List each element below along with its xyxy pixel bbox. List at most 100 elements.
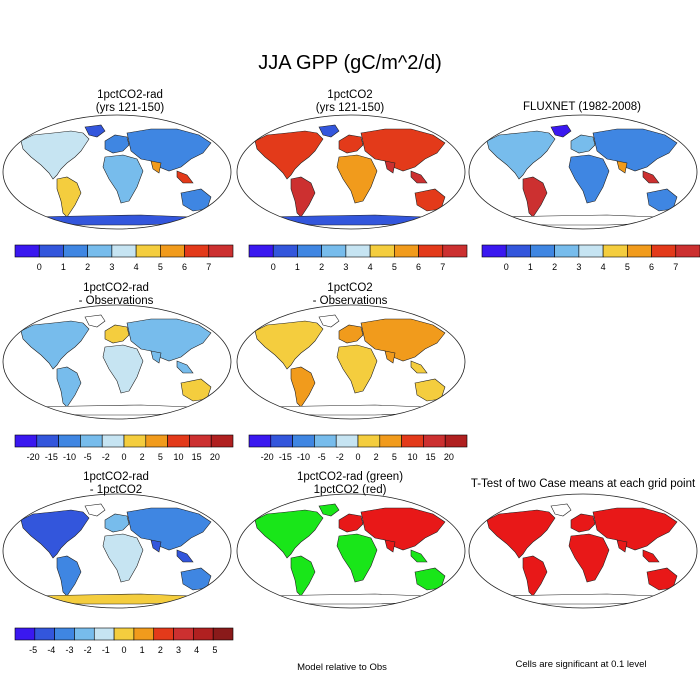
colorbar-tick-label: 0 [37,262,42,272]
colorbar-tick-label: -15 [45,452,58,462]
continent-asia [592,128,678,172]
map-panel-1 [2,114,232,230]
colorbar-tick-label: -5 [318,452,326,462]
colorbar-box [153,627,174,641]
colorbar-box [292,434,315,448]
continent-greenland [318,503,340,517]
panel-4-title-line2: - Observations [78,295,154,307]
panel-3-title-line1: FLUXNET (1982-2008) [522,101,642,113]
continent-south-america [56,555,82,597]
continent-southeast-asia [176,170,194,184]
continent-africa [336,533,378,583]
continent-north-america [486,509,556,559]
colorbar-box [160,244,185,258]
colorbar-tick-label: 3 [576,262,581,272]
continent-southeast-asia [410,360,428,374]
colorbar-box [369,244,395,258]
colorbar-tick-label: 3 [109,262,114,272]
significance-note: Cells are significant at 0.1 level [515,659,647,670]
colorbar-tick-label: -2 [336,452,344,462]
panel-1-title-line2: (yrs 121-150) [95,102,165,114]
colorbar-tick-label: 3 [343,262,348,272]
continent-africa [102,533,144,583]
map-panel-2 [236,114,466,230]
continent-asia [592,507,678,551]
panel-5-title-line1: 1pctCO2 [327,282,373,294]
colorbar-box [444,434,468,448]
continent-europe [338,324,364,344]
continent-asia [126,128,212,172]
continent-india [616,539,628,553]
map-border [2,114,232,230]
map-panel-7 [2,493,232,609]
map-panel-4 [2,304,232,420]
colorbar-box [208,244,234,258]
colorbar-box [210,434,234,448]
colorbar-box [505,244,531,258]
colorbar-tick-label: 5 [212,645,217,655]
colorbar-box [379,434,402,448]
continent-asia [360,128,446,172]
colorbar-tick-label: -10 [63,452,76,462]
panel-5-title-line2: - Observations [312,295,388,307]
colorbar-box [248,434,272,448]
colorbar-box [357,434,381,448]
continent-asia [126,318,212,362]
colorbar-box [651,244,677,258]
colorbar-tick-label: 1 [61,262,66,272]
colorbar-tick-label: 2 [140,452,145,462]
continent-southeast-asia [176,549,194,563]
panel-4-title: 1pctCO2-rad - Observations [0,282,232,308]
colorbar-panel-1: 0 1 2 3 4 5 6 7 [14,244,234,272]
map-panel-3 [468,114,698,230]
colorbar-box [80,434,103,448]
colorbar-box [401,434,424,448]
colorbar-box [87,244,113,258]
continent-africa [102,344,144,394]
colorbar-box [14,434,38,448]
continent-india [384,539,396,553]
continent-europe [104,134,130,154]
continent-india [150,539,162,553]
colorbar-box [111,244,137,258]
colorbar-tick-label: 0 [121,452,126,462]
colorbar-box [345,244,371,258]
colorbar-box [442,244,468,258]
colorbar-tick-label: -5 [29,645,37,655]
continent-europe [338,134,364,154]
continent-south-america [290,176,316,218]
continent-greenland [550,124,572,138]
colorbar-tick-label: 1 [295,262,300,272]
colorbar-box [145,434,168,448]
colorbar-panel-5: -20 -15 -10 -5 -2 0 2 5 10 15 20 [248,434,468,462]
panel-5-title: 1pctCO2 - Observations [234,282,466,308]
panel-3-title: FLUXNET (1982-2008) [466,101,698,114]
panel-2-title: 1pctCO2 (yrs 121-150) [234,89,466,115]
panel-9-title: T-Test of two Case means at each grid po… [470,478,696,490]
colorbar-box [34,627,55,641]
continent-north-america [254,320,324,370]
colorbar-tick-label: 4 [368,262,373,272]
colorbar-panel-4: -20 -15 -10 -5 -2 0 2 5 10 15 20 [14,434,234,462]
continent-africa [336,154,378,204]
continent-greenland [550,503,572,517]
colorbar-tick-label: 20 [444,452,454,462]
continent-greenland [84,314,106,328]
colorbar-tick-label: 0 [504,262,509,272]
continent-south-america [290,366,316,408]
colorbar-panel-7: -5 -4 -3 -2 -1 0 1 2 3 4 5 [14,627,234,655]
colorbar-box [554,244,580,258]
continent-greenland [318,314,340,328]
colorbar-box [135,244,161,258]
colorbar-tick-label: 10 [407,452,417,462]
colorbar-tick-label: 2 [374,452,379,462]
colorbar-tick-label: -20 [27,452,40,462]
colorbar-tick-label: 15 [192,452,202,462]
colorbar-tick-label: 6 [182,262,187,272]
colorbar-box [54,627,75,641]
colorbar-tick-label: -2 [84,645,92,655]
colorbar-box [173,627,194,641]
colorbar-box [63,244,88,258]
colorbar-tick-label: -20 [261,452,274,462]
continent-south-america [522,176,548,218]
